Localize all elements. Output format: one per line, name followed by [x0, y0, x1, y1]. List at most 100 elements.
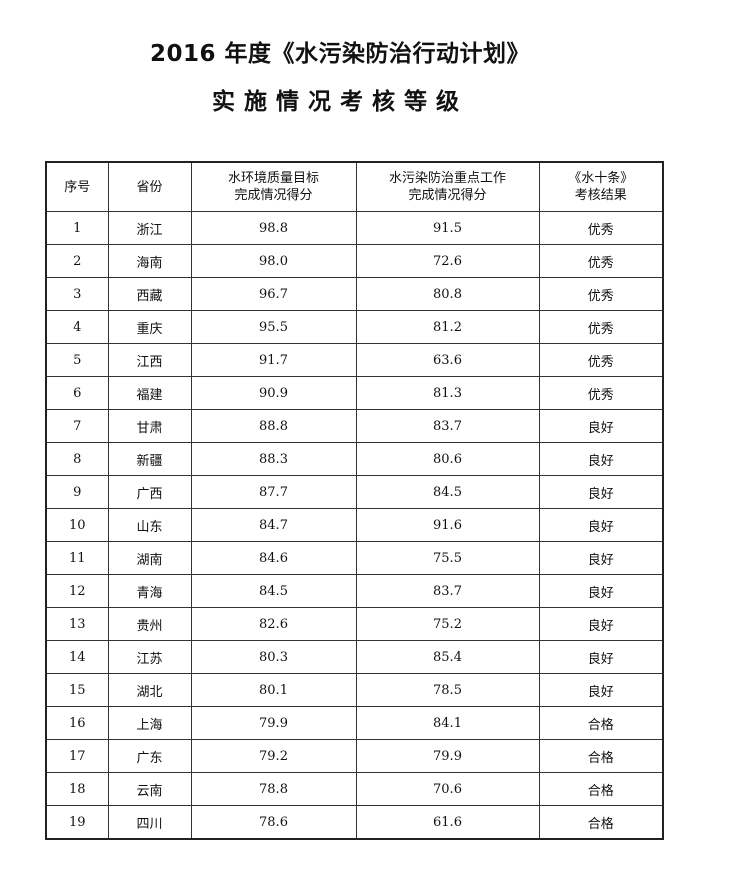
table-row: 3 西藏 96.7 80.8 优秀	[45, 277, 664, 311]
table-row: 1 浙江 98.8 91.5 优秀	[45, 211, 664, 245]
cell-index: 19	[45, 805, 109, 840]
header-province: 省份	[107, 161, 192, 212]
cell-water-quality-score: 84.7	[190, 508, 357, 542]
cell-province: 贵州	[107, 607, 192, 641]
cell-result: 合格	[538, 706, 664, 740]
cell-province: 福建	[107, 376, 192, 410]
cell-key-work-score: 70.6	[355, 772, 540, 806]
table-row: 11 湖南 84.6 75.5 良好	[45, 541, 664, 575]
cell-water-quality-score: 80.1	[190, 673, 357, 707]
table-row: 10 山东 84.7 91.6 良好	[45, 508, 664, 542]
cell-result: 良好	[538, 541, 664, 575]
cell-index: 17	[45, 739, 109, 773]
cell-index: 7	[45, 409, 109, 443]
assessment-table: 序号 省份 水环境质量目标 完成情况得分 水污染防治重点工作 完成情况得分 《水十条》 …	[45, 161, 664, 840]
cell-key-work-score: 91.6	[355, 508, 540, 542]
cell-key-work-score: 81.3	[355, 376, 540, 410]
cell-province: 四川	[107, 805, 192, 840]
cell-result: 优秀	[538, 376, 664, 410]
cell-province: 新疆	[107, 442, 192, 476]
cell-index: 2	[45, 244, 109, 278]
cell-result: 良好	[538, 409, 664, 443]
table-row: 4 重庆 95.5 81.2 优秀	[45, 310, 664, 344]
cell-key-work-score: 84.5	[355, 475, 540, 509]
cell-index: 9	[45, 475, 109, 509]
table-row: 18 云南 78.8 70.6 合格	[45, 772, 664, 806]
cell-province: 广西	[107, 475, 192, 509]
cell-water-quality-score: 98.8	[190, 211, 357, 245]
cell-index: 15	[45, 673, 109, 707]
table-row: 2 海南 98.0 72.6 优秀	[45, 244, 664, 278]
cell-key-work-score: 84.1	[355, 706, 540, 740]
table-row: 5 江西 91.7 63.6 优秀	[45, 343, 664, 377]
cell-result: 良好	[538, 508, 664, 542]
cell-key-work-score: 75.5	[355, 541, 540, 575]
cell-water-quality-score: 82.6	[190, 607, 357, 641]
cell-key-work-score: 78.5	[355, 673, 540, 707]
cell-water-quality-score: 87.7	[190, 475, 357, 509]
cell-result: 良好	[538, 640, 664, 674]
cell-province: 江西	[107, 343, 192, 377]
table-row: 6 福建 90.9 81.3 优秀	[45, 376, 664, 410]
cell-result: 优秀	[538, 211, 664, 245]
cell-result: 优秀	[538, 310, 664, 344]
cell-result: 良好	[538, 574, 664, 608]
cell-result: 合格	[538, 739, 664, 773]
cell-key-work-score: 80.8	[355, 277, 540, 311]
cell-water-quality-score: 79.2	[190, 739, 357, 773]
cell-index: 8	[45, 442, 109, 476]
document-title: 2016 年度《水污染防治行动计划》	[149, 41, 531, 67]
table-row: 12 青海 84.5 83.7 良好	[45, 574, 664, 608]
table-row: 14 江苏 80.3 85.4 良好	[45, 640, 664, 674]
cell-province: 湖北	[107, 673, 192, 707]
cell-key-work-score: 85.4	[355, 640, 540, 674]
cell-result: 良好	[538, 442, 664, 476]
cell-province: 西藏	[107, 277, 192, 311]
cell-result: 良好	[538, 475, 664, 509]
cell-index: 5	[45, 343, 109, 377]
cell-water-quality-score: 78.6	[190, 805, 357, 840]
cell-result: 优秀	[538, 343, 664, 377]
cell-result: 良好	[538, 673, 664, 707]
header-result: 《水十条》 考核结果	[538, 161, 664, 212]
header-water-quality-score: 水环境质量目标 完成情况得分	[190, 161, 357, 212]
cell-water-quality-score: 88.3	[190, 442, 357, 476]
cell-key-work-score: 79.9	[355, 739, 540, 773]
cell-water-quality-score: 96.7	[190, 277, 357, 311]
cell-province: 青海	[107, 574, 192, 608]
header-key-work-score: 水污染防治重点工作 完成情况得分	[355, 161, 540, 212]
cell-province: 浙江	[107, 211, 192, 245]
cell-index: 13	[45, 607, 109, 641]
cell-key-work-score: 61.6	[355, 805, 540, 840]
cell-index: 11	[45, 541, 109, 575]
cell-key-work-score: 91.5	[355, 211, 540, 245]
cell-water-quality-score: 91.7	[190, 343, 357, 377]
cell-water-quality-score: 88.8	[190, 409, 357, 443]
cell-key-work-score: 83.7	[355, 409, 540, 443]
document-subtitle: 实施情况考核等级	[212, 89, 468, 115]
cell-index: 14	[45, 640, 109, 674]
cell-result: 优秀	[538, 277, 664, 311]
cell-result: 合格	[538, 772, 664, 806]
cell-water-quality-score: 84.6	[190, 541, 357, 575]
table-row: 7 甘肃 88.8 83.7 良好	[45, 409, 664, 443]
table-row: 15 湖北 80.1 78.5 良好	[45, 673, 664, 707]
table-row: 13 贵州 82.6 75.2 良好	[45, 607, 664, 641]
cell-province: 海南	[107, 244, 192, 278]
cell-index: 6	[45, 376, 109, 410]
table-header-row: 序号 省份 水环境质量目标 完成情况得分 水污染防治重点工作 完成情况得分 《水十条》 …	[45, 161, 664, 212]
table-row: 8 新疆 88.3 80.6 良好	[45, 442, 664, 476]
cell-water-quality-score: 95.5	[190, 310, 357, 344]
cell-key-work-score: 80.6	[355, 442, 540, 476]
cell-index: 18	[45, 772, 109, 806]
cell-province: 重庆	[107, 310, 192, 344]
cell-key-work-score: 75.2	[355, 607, 540, 641]
cell-index: 10	[45, 508, 109, 542]
cell-key-work-score: 63.6	[355, 343, 540, 377]
cell-index: 1	[45, 211, 109, 245]
cell-index: 16	[45, 706, 109, 740]
cell-water-quality-score: 80.3	[190, 640, 357, 674]
table-row: 16 上海 79.9 84.1 合格	[45, 706, 664, 740]
cell-province: 上海	[107, 706, 192, 740]
cell-water-quality-score: 90.9	[190, 376, 357, 410]
